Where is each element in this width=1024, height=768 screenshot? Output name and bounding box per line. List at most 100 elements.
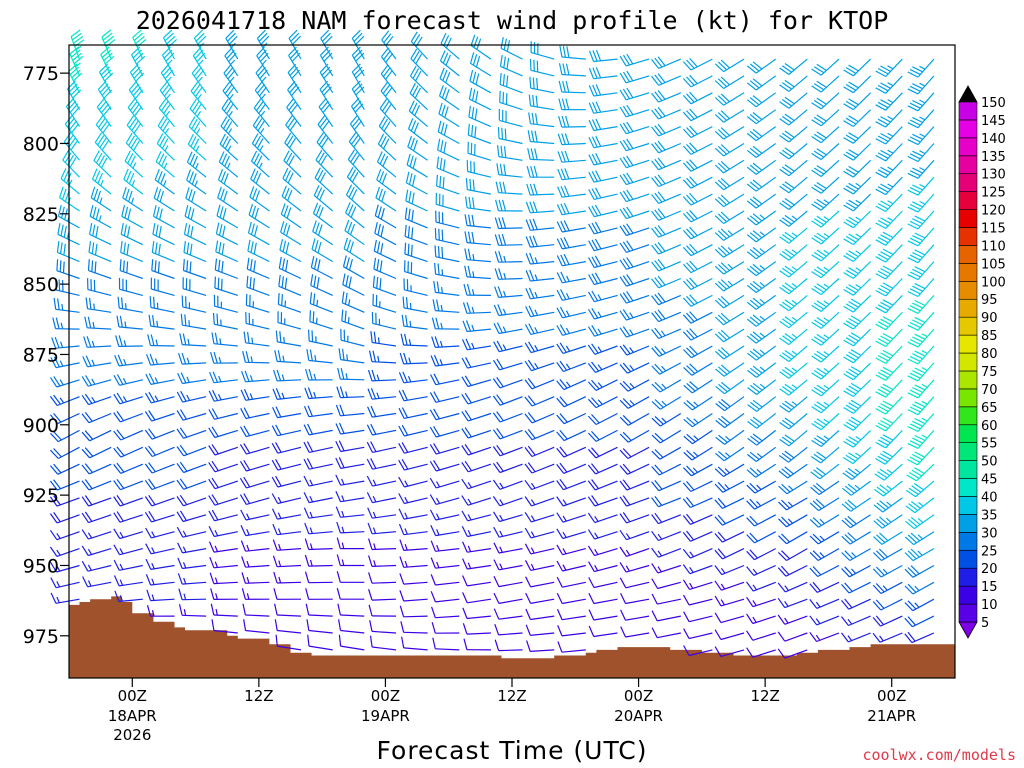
barb-feather [848,351,859,359]
barb-half-feather [376,374,380,381]
barb-feather [809,551,819,561]
barb-half-feather [594,548,599,555]
wind-barb [87,259,112,280]
wind-barb [152,222,175,246]
barb-feather [286,207,292,219]
barb-shaft [88,463,112,475]
barb-shaft [561,73,586,77]
barb-feather [619,529,627,541]
wind-barb [556,342,586,354]
barb-shaft [340,480,365,486]
barb-shaft [251,160,270,178]
barb-feather [436,174,438,187]
barb-shaft [913,531,935,546]
barb-feather [908,518,918,528]
barb-feather [875,138,886,145]
barb-half-feather [566,381,571,388]
barb-feather [875,104,886,111]
credit-link[interactable]: coolwx.com/models [862,746,1016,764]
wind-barb [399,539,428,551]
barb-feather [912,403,923,410]
barb-feather [50,357,57,368]
wind-barb [528,94,555,111]
barb-feather [239,477,247,489]
barb-feather [192,46,202,57]
barb-feather [211,460,219,472]
barb-half-feather [921,417,928,422]
barb-feather [429,392,437,403]
wind-barb [215,240,239,263]
barb-feather [183,222,188,235]
barb-feather [243,407,250,418]
barb-feather [781,468,791,477]
barb-feather [243,443,251,454]
wind-barb [368,350,397,364]
barb-feather [51,337,57,349]
barb-feather [227,69,236,80]
barb-feather [258,49,267,60]
wind-barb [284,132,302,161]
wind-barb [556,609,586,621]
barb-feather [909,372,921,379]
barb-feather [749,299,760,308]
barb-feather [347,149,356,160]
barb-shaft [55,598,80,604]
barb-feather [84,479,93,489]
barb-feather [256,46,265,57]
wind-barb [872,564,903,578]
barb-shaft [498,564,523,571]
barb-feather [587,464,596,475]
barb-feather [588,592,595,604]
barb-feather [104,35,114,44]
barb-shaft [690,176,713,189]
barb-feather [288,155,295,166]
barb-feather [323,69,333,79]
barb-feather [256,138,264,149]
wind-barb [651,242,682,255]
barb-shaft [562,581,586,588]
barb-feather [556,255,563,267]
barb-feather [287,172,294,184]
barb-half-feather [404,560,408,568]
barb-feather [813,437,825,445]
barb-feather [651,434,661,444]
wind-barb [337,367,365,381]
barb-shaft [129,71,144,94]
barb-feather [595,49,602,62]
barb-feather [872,568,882,578]
barb-shaft [723,261,745,275]
wind-barb [493,559,523,571]
y-tick-label: 800 [23,133,59,155]
wind-barb [49,546,80,557]
barb-feather [533,183,538,195]
wind-barb [492,444,523,457]
barb-feather [152,222,156,235]
barb-shaft [247,268,270,280]
barb-feather [60,242,63,254]
barb-shaft [277,446,302,454]
barb-feather [186,242,190,254]
barb-half-feather [91,378,96,385]
barb-feather [524,360,532,372]
barb-feather [654,495,663,506]
barb-shaft [182,288,207,296]
wind-barb [619,172,650,186]
barb-feather [499,72,502,85]
barb-feather [493,304,500,316]
barb-shaft [816,615,840,626]
barb-feather [850,332,862,340]
barb-feather [749,515,759,525]
barb-feather [340,367,345,380]
barb-shaft [470,62,492,77]
barb-feather [847,467,858,476]
barb-half-feather [151,578,155,585]
barb-feather [528,305,535,317]
wind-barb [317,115,334,144]
barb-feather [176,410,184,421]
wind-barb [251,133,270,161]
barb-feather [272,388,278,400]
barb-feather [746,132,757,142]
barb-shaft [498,328,523,335]
wind-barb [524,496,555,507]
barb-shaft [818,480,840,496]
